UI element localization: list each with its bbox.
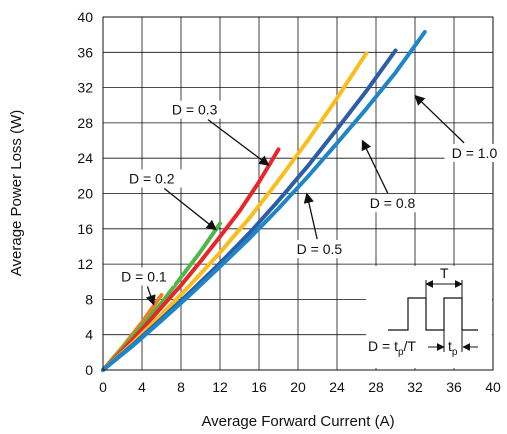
x-tick-label: 36	[446, 379, 462, 395]
y-axis-title: Average Power Loss (W)	[8, 110, 25, 276]
tp-label: tp	[448, 338, 458, 358]
x-tick-labels: 0 4 8 12 16 20 24 28 32 36 40	[99, 379, 501, 395]
annotations: D = 0.1 D = 0.2 D = 0.3 D = 0.5 D = 0.8 D = 1…	[113, 94, 505, 306]
annotation-label: D = 0.5	[297, 241, 343, 257]
annotation-label: D = 1.0	[452, 145, 498, 161]
x-tick-label: 40	[485, 379, 501, 395]
y-tick-label: 32	[77, 80, 93, 96]
annotation-arrow	[414, 94, 465, 144]
x-tick-label: 4	[138, 379, 146, 395]
y-tick-label: 4	[85, 327, 93, 343]
annotation-label: D = 0.2	[129, 170, 175, 186]
series-line-d-0-5	[101, 51, 369, 372]
pulse-waveform	[388, 297, 478, 331]
y-tick-label: 16	[77, 221, 93, 237]
series-line-d-1-0	[101, 30, 427, 372]
annotation-label: D = 0.8	[370, 195, 416, 211]
annotation-arrow	[207, 119, 270, 166]
x-tick-label: 16	[251, 379, 267, 395]
annotation-arrow	[163, 187, 217, 231]
duty-formula: D = tp/T	[368, 338, 416, 358]
annotation-arrow	[361, 139, 389, 194]
annotation-label: D = 0.3	[172, 102, 218, 118]
y-tick-label: 28	[77, 115, 93, 131]
duty-cycle-inset: T D = tp/T tp	[366, 265, 492, 368]
annotation-arrow	[145, 286, 156, 306]
y-tick-label: 8	[85, 291, 93, 307]
y-tick-label: 12	[77, 256, 93, 272]
annotation-background	[289, 240, 350, 259]
period-label: T	[440, 265, 449, 281]
x-axis-title: Average Forward Current (A)	[201, 413, 394, 430]
annotation-arrow	[303, 192, 318, 240]
series-line-d-0-3	[101, 147, 281, 372]
annotation-background	[121, 169, 182, 188]
annotation-background	[444, 143, 505, 162]
y-tick-label: 36	[77, 44, 93, 60]
annotation-background	[362, 194, 423, 213]
x-tick-label: 12	[212, 379, 228, 395]
y-tick-labels: 0 4 8 12 16 20 24 28 32 36 40	[77, 9, 93, 378]
x-tick-label: 24	[329, 379, 345, 395]
x-tick-label: 8	[177, 379, 185, 395]
x-tick-label: 0	[99, 379, 107, 395]
y-tick-label: 20	[77, 186, 93, 202]
annotation-label: D = 0.1	[121, 268, 167, 284]
x-tick-label: 32	[407, 379, 423, 395]
annotation-background	[164, 100, 225, 119]
y-tick-label: 0	[85, 362, 93, 378]
x-tick-label: 20	[290, 379, 306, 395]
y-tick-label: 40	[77, 9, 93, 25]
annotation-background	[113, 267, 174, 286]
y-tick-label: 24	[77, 150, 93, 166]
x-tick-label: 28	[368, 379, 384, 395]
series-lines	[101, 30, 427, 372]
plot-frame	[102, 16, 494, 371]
